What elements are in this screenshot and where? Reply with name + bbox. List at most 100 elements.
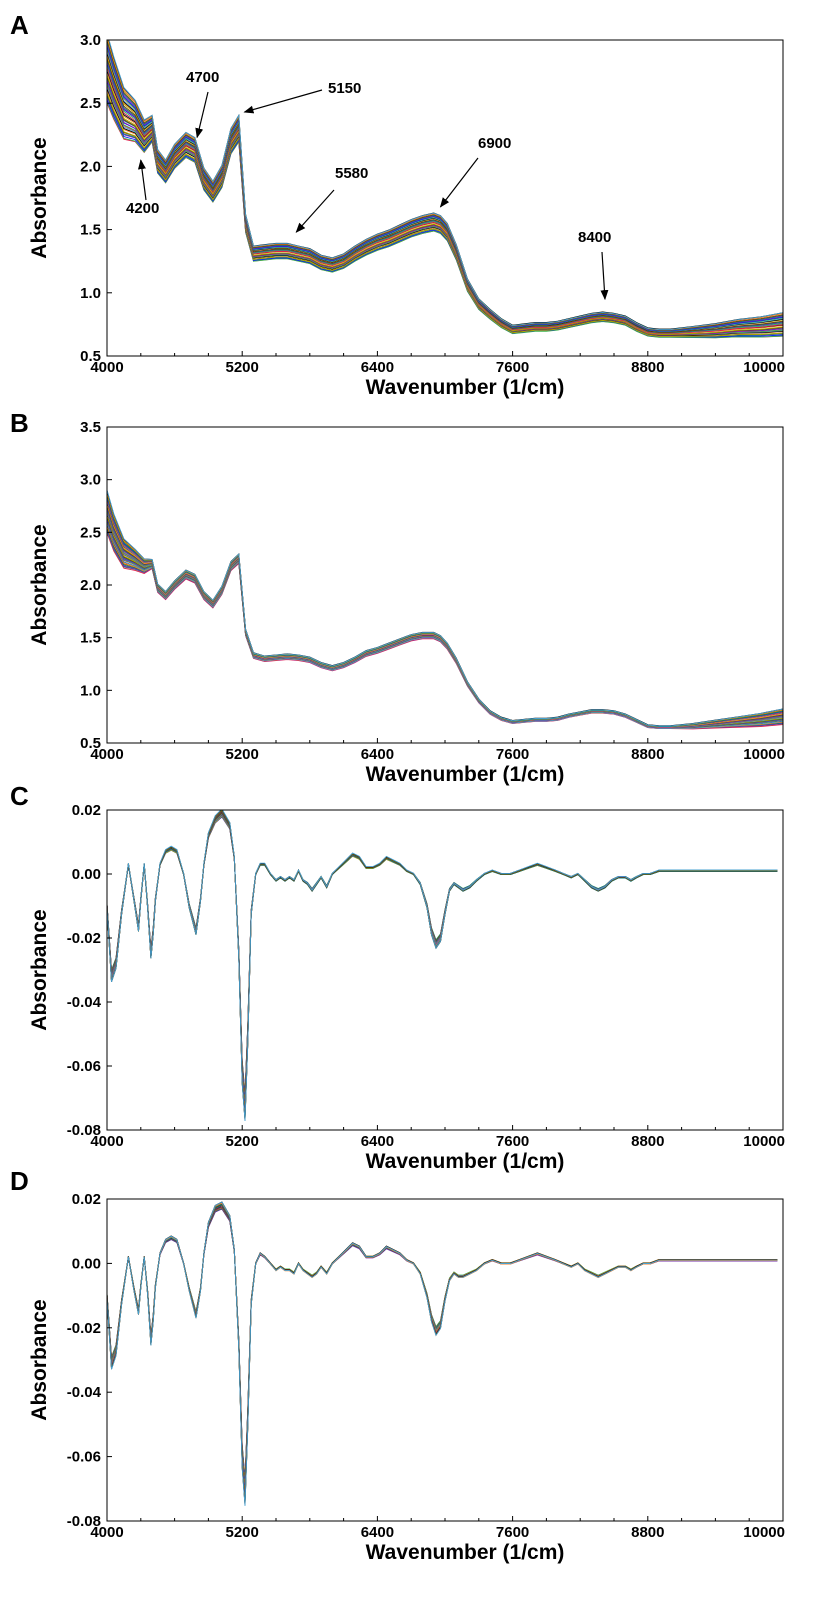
x-tick-label: 4000 bbox=[90, 359, 123, 376]
panel-C: C 4000 5200 6400 7600 8800 10000 -0.08 -0.06 -0.0… bbox=[10, 781, 785, 1173]
x-tick-label: 6400 bbox=[361, 746, 394, 763]
spectrum-line bbox=[107, 810, 778, 1115]
spectrum-line bbox=[107, 812, 778, 1108]
spectrum-line bbox=[107, 815, 778, 1094]
spectrum-line bbox=[107, 1206, 778, 1484]
spectrum-line bbox=[107, 1204, 778, 1495]
spectrum-line bbox=[107, 814, 778, 1096]
x-axis-title: Wavenumber (1/cm) bbox=[366, 1150, 565, 1173]
y-axis-title: Absorbance bbox=[28, 909, 51, 1030]
spectrum-line bbox=[107, 1205, 778, 1492]
y-tick-label: -0.08 bbox=[67, 1513, 101, 1530]
spectrum-line bbox=[107, 811, 778, 1112]
spectrum-line bbox=[107, 811, 778, 1110]
spectrum-line bbox=[107, 531, 783, 729]
spectrum-line bbox=[107, 76, 783, 335]
spectrum-line bbox=[107, 496, 783, 727]
spectrum-line bbox=[107, 815, 778, 1096]
panel-A: A 4000 5200 6400 7600 8800 10000 0.5 1.0 1.5 2.0 2.… bbox=[10, 10, 785, 399]
spectrum-line bbox=[107, 1203, 778, 1497]
spectrum-line bbox=[107, 1204, 778, 1494]
spectrum-line bbox=[107, 532, 783, 730]
spectrum-line bbox=[107, 814, 778, 1100]
spectra-bundle bbox=[107, 1201, 778, 1506]
spectrum-line bbox=[107, 71, 783, 334]
spectrum-line bbox=[107, 1202, 778, 1500]
y-tick-label: -0.06 bbox=[67, 1058, 101, 1075]
x-tick-label: 7600 bbox=[496, 1524, 529, 1541]
spectrum-line bbox=[107, 517, 783, 729]
panel-D: D 4000 5200 6400 7600 8800 10000 -0.08 -0.06 -0.0… bbox=[10, 1166, 785, 1564]
panel-letter: D bbox=[10, 1166, 29, 1196]
spectrum-line bbox=[107, 1208, 778, 1482]
x-axis-title: Wavenumber (1/cm) bbox=[366, 1541, 565, 1564]
annotation-arrow bbox=[295, 189, 335, 233]
spectrum-line bbox=[107, 89, 783, 336]
spectrum-line bbox=[107, 1208, 778, 1481]
spectrum-line bbox=[107, 1201, 778, 1503]
x-tick-label: 8800 bbox=[631, 746, 664, 763]
spectrum-line bbox=[107, 810, 778, 1118]
spectrum-line bbox=[107, 74, 783, 335]
spectrum-line bbox=[107, 83, 783, 336]
y-tick-label: 1.5 bbox=[80, 222, 101, 239]
spectrum-line bbox=[107, 1202, 778, 1506]
spectrum-line bbox=[107, 1207, 778, 1483]
x-tick-label: 7600 bbox=[496, 359, 529, 376]
spectrum-line bbox=[107, 99, 783, 338]
spectrum-line bbox=[107, 498, 783, 727]
spectrum-line bbox=[107, 505, 783, 728]
y-tick-label: 3.0 bbox=[80, 32, 101, 49]
y-tick-label: 2.5 bbox=[80, 524, 101, 541]
annotation-label: 4700 bbox=[186, 69, 219, 86]
spectrum-line bbox=[107, 813, 778, 1105]
spectrum-line bbox=[107, 499, 783, 727]
x-tick-label: 8800 bbox=[631, 1524, 664, 1541]
spectrum-line bbox=[107, 492, 783, 727]
spectrum-line bbox=[107, 811, 778, 1115]
spectrum-line bbox=[107, 510, 783, 728]
y-tick-label: -0.06 bbox=[67, 1449, 101, 1466]
y-axis-title: Absorbance bbox=[28, 137, 51, 258]
panel-letter: B bbox=[10, 408, 29, 438]
spectrum-line bbox=[107, 77, 783, 335]
spectrum-line bbox=[107, 810, 778, 1122]
plot-frame bbox=[106, 809, 784, 1131]
y-axis-title: Absorbance bbox=[28, 1299, 51, 1420]
annotation-label: 5580 bbox=[335, 165, 368, 182]
spectrum-line bbox=[107, 1204, 778, 1493]
spectrum-line bbox=[107, 512, 783, 728]
spectrum-line bbox=[107, 810, 778, 1120]
panel-letter: C bbox=[10, 781, 29, 811]
spectrum-line bbox=[107, 526, 783, 729]
spectrum-line bbox=[107, 507, 783, 728]
plot-frame bbox=[106, 426, 784, 744]
spectrum-line bbox=[107, 503, 783, 728]
spectrum-line bbox=[107, 506, 783, 728]
annotation-label: 8400 bbox=[578, 229, 611, 246]
x-tick-label: 10000 bbox=[743, 1133, 785, 1150]
x-tick-label: 4000 bbox=[90, 746, 123, 763]
spectrum-line bbox=[107, 1206, 778, 1486]
spectra-bundle bbox=[107, 810, 778, 1122]
x-tick-label: 8800 bbox=[631, 1133, 664, 1150]
x-axis-title: Wavenumber (1/cm) bbox=[366, 763, 565, 786]
y-tick-label: 0.5 bbox=[80, 735, 101, 752]
annotation-arrow bbox=[243, 89, 323, 114]
panel-letter: A bbox=[10, 10, 29, 40]
spectrum-line bbox=[107, 810, 778, 1113]
spectrum-line bbox=[107, 528, 783, 729]
spectrum-line bbox=[107, 79, 783, 336]
spectrum-line bbox=[107, 501, 783, 727]
spectrum-line bbox=[108, 40, 783, 331]
y-tick-label: 0.00 bbox=[72, 1255, 101, 1272]
x-tick-label: 5200 bbox=[226, 1524, 259, 1541]
spectrum-line bbox=[107, 512, 783, 729]
x-tick-label: 10000 bbox=[743, 1524, 785, 1541]
annotation-arrow bbox=[137, 159, 147, 201]
spectrum-line bbox=[107, 80, 783, 335]
spectrum-line bbox=[107, 504, 783, 728]
spectrum-line bbox=[107, 523, 783, 729]
spectrum-line bbox=[107, 525, 783, 729]
